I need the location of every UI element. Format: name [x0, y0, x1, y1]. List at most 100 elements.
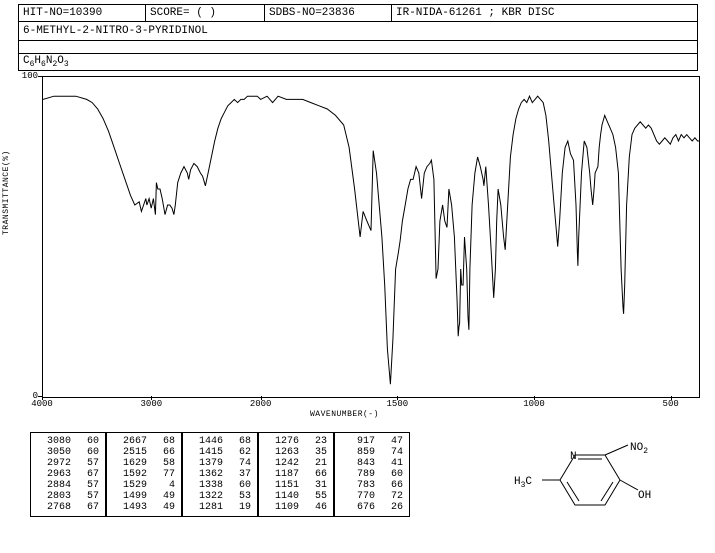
peak-transmittance: 35: [302, 447, 330, 458]
peak-wavenumber: 1140: [262, 491, 302, 502]
peak-wavenumber: 2972: [34, 458, 74, 469]
peak-transmittance: 66: [302, 469, 330, 480]
peak-transmittance: 49: [150, 491, 178, 502]
peak-wavenumber: 1276: [262, 436, 302, 447]
peak-transmittance: 77: [150, 469, 178, 480]
peak-wavenumber: 1151: [262, 480, 302, 491]
peak-transmittance: 55: [302, 491, 330, 502]
peak-column: 91747859748434178960783667707267626: [334, 432, 410, 517]
peak-wavenumber: 2963: [34, 469, 74, 480]
peak-wavenumber: 2768: [34, 502, 74, 513]
peak-column: 2667682515661629581592771529414994914934…: [106, 432, 182, 517]
peak-wavenumber: 1338: [186, 480, 226, 491]
peak-transmittance: 58: [150, 458, 178, 469]
peak-transmittance: 67: [74, 502, 102, 513]
score-cell: SCORE= ( ): [146, 5, 265, 22]
peak-wavenumber: 843: [338, 458, 378, 469]
spectrum-plot: [42, 76, 700, 398]
peak-wavenumber: 1415: [186, 447, 226, 458]
peak-wavenumber: 2884: [34, 480, 74, 491]
xtick-label: 2000: [241, 399, 281, 409]
peak-transmittance: 23: [302, 436, 330, 447]
peak-transmittance: 53: [226, 491, 254, 502]
compound-name-cell: 6-METHYL-2-NITRO-3-PYRIDINOL: [19, 22, 698, 41]
peak-wavenumber: 1499: [110, 491, 150, 502]
peak-transmittance: 66: [150, 447, 178, 458]
peak-table: 3080603050602972572963672884572803572768…: [30, 432, 410, 517]
structure-svg: H3C N NO2 OH: [500, 440, 680, 535]
peak-column: 1276231263351242211187661151311140551109…: [258, 432, 334, 517]
peak-transmittance: 41: [378, 458, 406, 469]
peak-wavenumber: 2803: [34, 491, 74, 502]
peak-wavenumber: 1322: [186, 491, 226, 502]
hydroxyl-label: OH: [638, 490, 651, 502]
header-table: HIT-NO=10390 SCORE= ( ) SDBS-NO=23836 IR…: [18, 4, 698, 71]
hit-no-cell: HIT-NO=10390: [19, 5, 146, 22]
peak-wavenumber: 1362: [186, 469, 226, 480]
peak-transmittance: 46: [302, 502, 330, 513]
peak-transmittance: 60: [226, 480, 254, 491]
peak-transmittance: 67: [74, 469, 102, 480]
peak-transmittance: 74: [226, 458, 254, 469]
source-cell: IR-NIDA-61261 ; KBR DISC: [392, 5, 698, 22]
peak-transmittance: 31: [302, 480, 330, 491]
ytick-label: 100: [18, 71, 38, 81]
peak-transmittance: 60: [74, 436, 102, 447]
peak-transmittance: 74: [378, 447, 406, 458]
peak-wavenumber: 676: [338, 502, 378, 513]
methyl-label: H3C: [514, 476, 532, 490]
peak-wavenumber: 1629: [110, 458, 150, 469]
peak-wavenumber: 859: [338, 447, 378, 458]
peak-wavenumber: 1187: [262, 469, 302, 480]
peak-transmittance: 49: [150, 502, 178, 513]
peak-transmittance: 57: [74, 458, 102, 469]
y-axis-label: TRANSMITTANCE(%): [2, 150, 11, 235]
spectrum-svg: [43, 77, 699, 397]
peak-wavenumber: 1493: [110, 502, 150, 513]
peak-transmittance: 4: [150, 480, 178, 491]
peak-wavenumber: 1529: [110, 480, 150, 491]
molecular-structure: H3C N NO2 OH: [500, 440, 680, 535]
peak-wavenumber: 1281: [186, 502, 226, 513]
peak-wavenumber: 1446: [186, 436, 226, 447]
peak-wavenumber: 1109: [262, 502, 302, 513]
peak-wavenumber: 2515: [110, 447, 150, 458]
peak-transmittance: 19: [226, 502, 254, 513]
peak-wavenumber: 789: [338, 469, 378, 480]
peak-transmittance: 68: [150, 436, 178, 447]
xtick-label: 1000: [514, 399, 554, 409]
peak-wavenumber: 2667: [110, 436, 150, 447]
xtick-label: 1500: [377, 399, 417, 409]
peak-column: 3080603050602972572963672884572803572768…: [30, 432, 106, 517]
peak-wavenumber: 1379: [186, 458, 226, 469]
nitrogen-label: N: [570, 451, 577, 463]
peak-wavenumber: 1592: [110, 469, 150, 480]
peak-wavenumber: 3050: [34, 447, 74, 458]
xtick-label: 500: [651, 399, 691, 409]
peak-transmittance: 62: [226, 447, 254, 458]
formula-cell: C6H6N2O3: [19, 54, 698, 71]
peak-transmittance: 68: [226, 436, 254, 447]
peak-wavenumber: 1242: [262, 458, 302, 469]
peak-transmittance: 66: [378, 480, 406, 491]
peak-transmittance: 57: [74, 491, 102, 502]
peak-transmittance: 60: [74, 447, 102, 458]
peak-transmittance: 72: [378, 491, 406, 502]
peak-transmittance: 26: [378, 502, 406, 513]
sdbs-no-cell: SDBS-NO=23836: [265, 5, 392, 22]
peak-wavenumber: 783: [338, 480, 378, 491]
peak-transmittance: 57: [74, 480, 102, 491]
peak-column: 1446681415621379741362371338601322531281…: [182, 432, 258, 517]
peak-wavenumber: 3080: [34, 436, 74, 447]
peak-transmittance: 60: [378, 469, 406, 480]
x-axis-label: WAVENUMBER(-): [310, 410, 379, 419]
xtick-label: 3000: [131, 399, 171, 409]
peak-transmittance: 47: [378, 436, 406, 447]
nitro-label: NO2: [630, 442, 648, 456]
peak-transmittance: 21: [302, 458, 330, 469]
spacer-cell: [19, 41, 698, 54]
peak-transmittance: 37: [226, 469, 254, 480]
peak-wavenumber: 1263: [262, 447, 302, 458]
xtick-label: 4000: [22, 399, 62, 409]
peak-wavenumber: 770: [338, 491, 378, 502]
